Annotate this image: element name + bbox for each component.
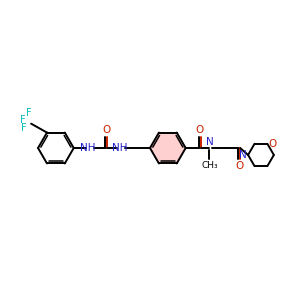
Text: O: O bbox=[102, 125, 110, 135]
Polygon shape bbox=[150, 133, 186, 164]
Text: O: O bbox=[195, 125, 204, 135]
Text: N: N bbox=[206, 137, 213, 147]
Text: O: O bbox=[235, 161, 243, 171]
Text: O: O bbox=[268, 139, 277, 149]
Text: F: F bbox=[20, 115, 26, 125]
Text: NH: NH bbox=[112, 143, 127, 153]
Text: NH: NH bbox=[80, 143, 95, 153]
Text: F: F bbox=[21, 123, 27, 133]
Text: F: F bbox=[26, 108, 32, 118]
Text: CH₃: CH₃ bbox=[201, 161, 218, 170]
Text: N: N bbox=[239, 150, 247, 160]
